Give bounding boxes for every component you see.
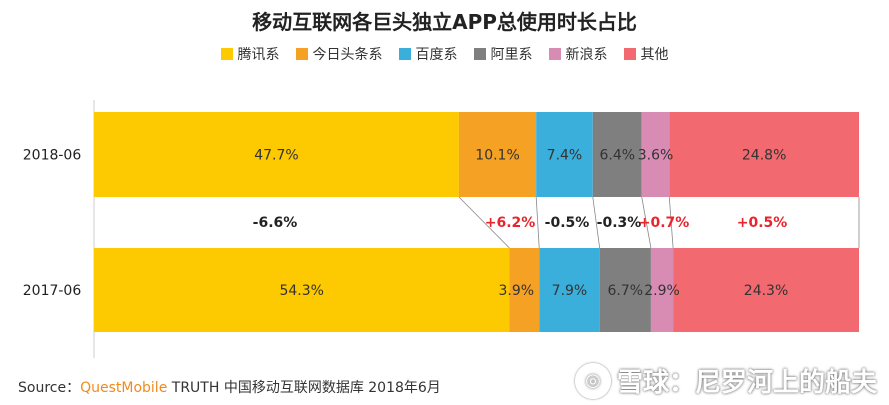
legend-item-other: 其他 (623, 44, 669, 64)
category-label: 2017-06 (23, 283, 82, 299)
data-label: 2.9% (644, 283, 680, 299)
watermark-text: 雪球：尼罗河上的船夫 (616, 368, 877, 398)
data-label: 47.7% (254, 148, 298, 164)
bar-segment (641, 112, 670, 197)
legend-label-alibaba: 阿里系 (490, 47, 533, 63)
legend-item-baidu: 百度系 (398, 44, 458, 64)
bar-segment (539, 248, 600, 332)
snowball-logo-icon: ◎ (574, 362, 611, 399)
legend-label-toutiao: 今日头条系 (312, 47, 383, 63)
bar-segment (673, 248, 859, 332)
change-label: -6.6% (253, 215, 298, 231)
legend-label-tencent: 腾讯系 (237, 47, 280, 63)
data-label: 54.3% (279, 283, 323, 299)
data-label: 3.6% (638, 148, 674, 164)
bar-segment (592, 112, 642, 197)
source-label: Source： (18, 380, 81, 396)
legend-swatch-sina (548, 48, 561, 60)
bar-segment (94, 248, 510, 332)
change-label: +6.2% (485, 215, 536, 231)
change-label: +0.5% (737, 215, 788, 231)
bar-segment (94, 112, 459, 197)
legend-item-toutiao: 今日头条系 (295, 44, 383, 64)
data-label: 24.3% (744, 283, 788, 299)
legend-label-other: 其他 (640, 47, 669, 63)
legend-item-tencent: 腾讯系 (220, 44, 280, 64)
legend-swatch-alibaba (473, 48, 486, 60)
legend-swatch-tencent (220, 48, 233, 60)
data-label: 10.1% (475, 148, 519, 164)
bar-segment (669, 112, 859, 197)
data-label: 6.7% (608, 283, 644, 299)
bar-segment (599, 248, 651, 332)
bar-segment (536, 112, 593, 197)
bar-segment (458, 112, 537, 197)
source-note: Source：QuestMobile TRUTH 中国移动互联网数据库 2018… (18, 377, 441, 397)
legend-item-sina: 新浪系 (548, 44, 608, 64)
data-label: 7.9% (552, 283, 588, 299)
connector-line (641, 196, 652, 249)
legend-item-alibaba: 阿里系 (473, 44, 533, 64)
legend-swatch-toutiao (295, 48, 308, 60)
data-label: 6.4% (599, 148, 635, 164)
data-label: 3.9% (499, 283, 535, 299)
legend-label-baidu: 百度系 (415, 47, 458, 63)
chart-legend: 腾讯系 今日头条系 百度系 阿里系 新浪系 其他 (0, 44, 889, 64)
source-brand: QuestMobile (80, 380, 168, 396)
category-label: 2018-06 (23, 148, 82, 164)
source-text: TRUTH 中国移动互联网数据库 2018年6月 (167, 380, 441, 396)
chart-title: 移动互联网各巨头独立APP总使用时长占比 (252, 10, 637, 34)
connector-line (592, 196, 601, 249)
data-label: 7.4% (547, 148, 583, 164)
legend-label-sina: 新浪系 (565, 47, 608, 63)
data-label: 24.8% (742, 148, 786, 164)
connector-line (458, 196, 510, 249)
change-label: +0.7% (639, 215, 690, 231)
bar-segment (650, 248, 674, 332)
bar-segment (509, 248, 540, 332)
watermark: ◎ 雪球：尼罗河上的船夫 (574, 362, 877, 399)
legend-swatch-baidu (398, 48, 411, 60)
connector-line (535, 196, 540, 249)
change-label: -0.3% (597, 215, 642, 231)
connector-line (668, 196, 674, 249)
change-label: -0.5% (545, 215, 590, 231)
legend-swatch-other (623, 48, 636, 60)
